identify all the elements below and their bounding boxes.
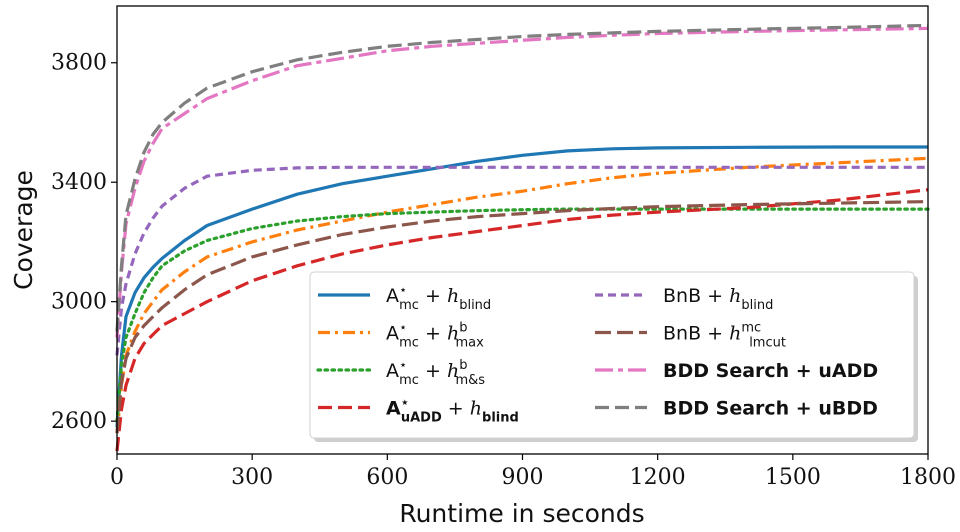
y-axis: 2600 3000 3400 3800	[51, 51, 117, 434]
legend-label-bdd-ubdd: BDD Search + uBDD	[663, 398, 878, 420]
y-tick-label: 2600	[51, 409, 107, 434]
y-axis-title: Coverage	[9, 170, 38, 290]
series-line-amc-blind	[115, 145, 928, 428]
x-tick-label: 1800	[900, 465, 956, 490]
legend-label-auadd-blind: A⋆ uADD + hblind	[386, 396, 519, 426]
x-axis: 0 300 600 900 1200 1500 1800	[110, 454, 956, 490]
x-tick-label: 900	[502, 465, 544, 490]
y-tick-label: 3400	[51, 170, 107, 195]
y-tick-label: 3000	[51, 290, 107, 315]
series-line-bdd-uadd	[115, 26, 929, 338]
x-tick-label: 0	[110, 465, 124, 490]
x-tick-label: 1500	[765, 465, 821, 490]
legend-label-bnb-lmcut: BnB + hmc lmcut	[663, 321, 786, 351]
legend-label-bnb-blind: BnB + hblind	[663, 285, 773, 313]
series-line-bnb-blind	[115, 165, 928, 356]
legend: A⋆ mc + hblind A⋆ mc + hb max A⋆ mc + hb m&s A⋆ u…	[309, 271, 918, 442]
series-line-auadd-blind	[115, 188, 929, 452]
legend-label-amc-ms: A⋆ mc + hb m&s	[386, 358, 485, 388]
series-line-amc-max	[115, 156, 929, 434]
legend-label-amc-blind: A⋆ mc + hblind	[386, 283, 491, 313]
series-line-bnb-lmcut	[115, 200, 929, 434]
series-layer	[115, 23, 930, 452]
legend-box	[309, 271, 915, 439]
series-line-bdd-ubdd	[115, 23, 929, 332]
legend-label-amc-max: A⋆ mc + hb max	[386, 321, 484, 351]
x-tick-label: 1200	[630, 465, 686, 490]
x-tick-label: 300	[231, 465, 273, 490]
x-tick-label: 600	[366, 465, 408, 490]
y-tick-label: 3800	[51, 51, 107, 76]
legend-label-bdd-uadd: BDD Search + uADD	[663, 360, 878, 382]
x-axis-title: Runtime in seconds	[399, 499, 644, 528]
